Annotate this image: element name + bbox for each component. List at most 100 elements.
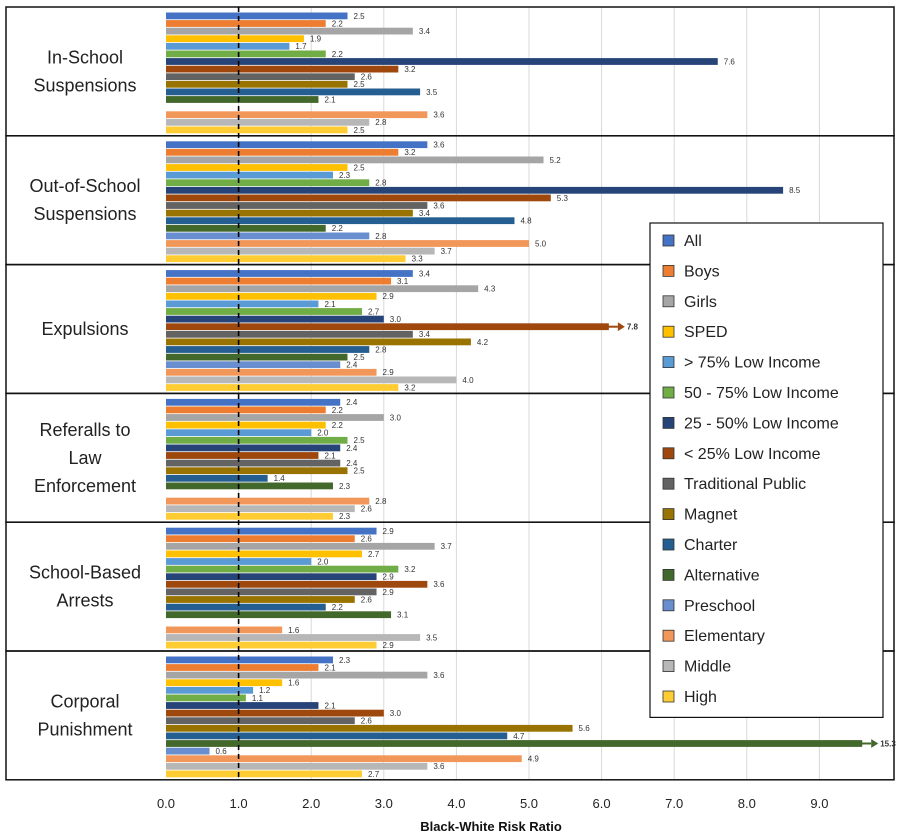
bar-magnet [166,80,348,88]
bar-preschool [166,232,370,240]
value-label: 3.7 [441,542,453,551]
value-label: 2.9 [383,292,395,301]
value-label: 3.6 [433,201,445,210]
value-label: 2.4 [346,361,358,370]
value-label: 2.9 [383,588,395,597]
legend-swatch [662,629,675,642]
value-label: 7.6 [724,57,736,66]
x-tick-label: 2.0 [302,796,320,811]
bar-middle [166,376,457,384]
value-label: 3.3 [412,255,424,264]
bar-high [166,255,406,263]
value-label: 3.2 [404,65,416,74]
overflow-arrowhead [617,322,625,332]
value-label: 8.5 [789,186,801,195]
bar--25-low-income [166,452,319,459]
value-label: 3.7 [441,247,453,256]
bar--75-low-income [166,558,312,565]
category-panel [5,6,895,137]
overflow-arrowhead [871,739,879,748]
category-label: Punishment [37,719,132,739]
value-label: 1.6 [288,679,300,688]
value-label: 5.0 [535,239,547,248]
x-tick-label: 7.0 [665,796,683,811]
x-tick-label: 5.0 [520,796,538,811]
value-label: 2.0 [317,429,329,438]
value-label: 1.4 [274,474,286,483]
bar-boys [166,277,392,285]
x-tick-label: 6.0 [593,796,611,811]
legend-swatch [662,234,675,247]
bar-all [166,141,428,149]
value-label: 2.0 [317,557,329,566]
value-label: 2.2 [332,406,344,415]
category-label: Suspensions [33,204,136,224]
bar-25-50-low-income [166,702,319,709]
bar-all [166,398,341,406]
legend-swatch [662,538,675,551]
category-label: Enforcement [34,476,136,496]
bar-alternative [166,611,392,619]
value-label: 3.2 [404,148,416,157]
value-label: 1.1 [252,694,264,703]
bar--25-low-income [166,194,551,202]
legend-swatch [662,356,675,369]
bar-traditional-public [166,330,413,338]
legend-entry: Alternative [684,567,760,584]
bar-alternative [166,96,319,103]
value-label: 2.6 [361,535,373,544]
value-label: 1.9 [310,35,322,44]
legend-entry: High [684,689,717,706]
legend-swatch [662,264,675,277]
x-tick-label: 0.0 [157,796,175,811]
value-label: 0.6 [216,747,228,756]
bar-boys [166,20,326,27]
bar-middle [166,762,428,770]
value-label: 3.6 [433,580,445,589]
bar-girls [166,285,479,293]
legend-entry: Elementary [684,628,765,645]
bar-elementary [166,111,428,119]
value-label: 1.6 [288,626,300,635]
bar-girls [166,671,428,679]
value-label: 2.8 [375,118,387,127]
value-label: 4.9 [528,755,540,764]
value-label: 2.4 [346,398,358,407]
value-label: 5.6 [579,724,591,733]
bar-all [166,12,348,20]
legend-swatch [662,386,675,399]
bars [166,12,879,778]
bar-sped [166,679,283,687]
value-label: 2.5 [354,80,366,89]
legend-swatch [662,660,675,672]
value-label: 2.5 [354,12,366,21]
bar-preschool [166,747,210,755]
bar-elementary [166,626,283,634]
value-label: 2.2 [332,603,344,612]
bar-charter [166,217,515,225]
x-tick-label: 9.0 [810,796,828,811]
value-label: 2.2 [332,50,344,59]
bar-girls [166,27,413,35]
value-label: 4.7 [513,732,525,741]
bar-boys [166,664,319,671]
value-label: 3.2 [404,383,416,392]
bar-alternative [166,353,348,361]
bar--25-low-income [166,709,384,717]
value-label: 2.5 [354,436,366,445]
bar-sped [166,35,304,43]
value-label: 2.7 [368,770,380,779]
value-label: 15.3 [880,739,896,748]
category-label: In-School [47,47,123,67]
legend-entry: Girls [684,294,717,311]
value-label: 2.9 [383,641,395,650]
value-label: 2.6 [361,505,373,514]
value-label: 2.9 [383,527,395,536]
category-label: Corporal [50,691,119,711]
bar-boys [166,535,355,543]
legend: All Boys Girls SPED > 75% Low Income 50 - 75%… [649,222,884,718]
value-label: 2.4 [346,444,358,453]
value-label: 3.4 [419,209,431,218]
bar--75-low-income [166,42,290,50]
value-label: 2.8 [375,345,387,354]
